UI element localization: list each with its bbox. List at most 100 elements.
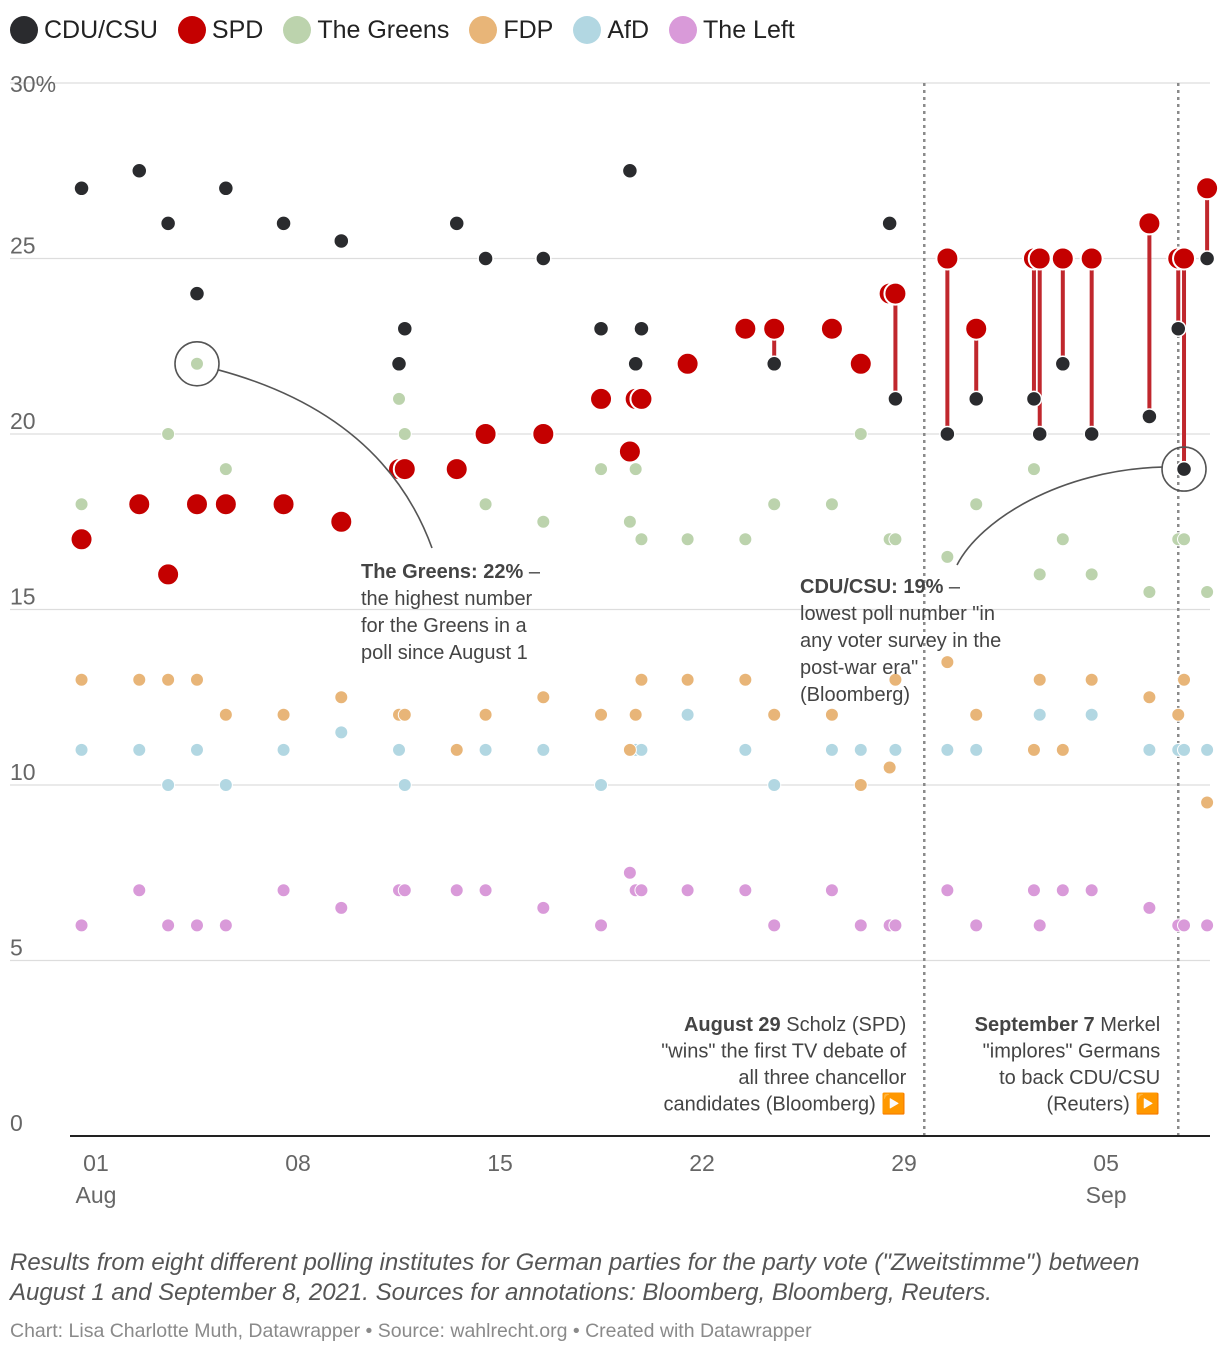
poll-dot-thegreens [1142,584,1157,599]
annotation-text-line: the highest number [361,588,533,610]
event-annotation-line: September 7 Merkel [975,1014,1161,1036]
poll-dot-spd [69,527,94,552]
poll-dot-afd [1177,742,1192,757]
poll-dot-thegreens [189,356,204,371]
annotation-text-line: lowest poll number "in [800,603,995,625]
poll-dot-thegreens [594,462,609,477]
poll-dot-theleft [888,918,903,933]
poll-dot-spd [213,492,238,517]
poll-dot-theleft [1177,918,1192,933]
y-tick-label: 0 [10,1110,23,1136]
poll-dot-thegreens [969,497,984,512]
poll-dot-fdp [622,742,637,757]
y-tick-label: 15 [10,584,36,610]
x-tick-label: 05 [1093,1150,1119,1176]
poll-dot-spd [1137,211,1162,236]
poll-dot-afd [680,707,695,722]
chart-caption: Results from eight different polling ins… [10,1249,1140,1306]
poll-dot-theleft [161,918,176,933]
poll-dot-thegreens [622,514,637,529]
legend: CDU/CSU SPD The Greens FDP AfD The Left [10,12,815,48]
poll-dot-theleft [478,883,493,898]
poll-dot-cdu [621,162,639,179]
y-tick-label: 10 [10,759,36,785]
poll-dot-spd [1172,246,1197,271]
poll-dot-spd [617,439,642,464]
legend-swatch-afd [573,16,602,44]
chart-footer: Chart: Lisa Charlotte Muth, Datawrapper … [10,1320,812,1342]
annotation-text-line: CDU/CSU: 19% – [800,576,961,598]
x-tick-sublabel: Aug [76,1182,117,1208]
event-annotation-line: "implores" Germans [983,1041,1161,1063]
legend-item-fdp: FDP [469,16,553,45]
poll-dot-afd [132,742,147,757]
poll-dot-afd [594,778,609,792]
poll-dot-spd [531,422,556,446]
poll-dot-afd [1142,742,1157,757]
poll-dot-fdp [853,778,868,792]
poll-dot-fdp [634,672,649,687]
poll-dot-fdp [276,707,291,722]
poll-dot-cdu [627,355,644,373]
poll-dot-fdp [594,707,609,722]
annotation-text-line: post-war era" [800,657,918,679]
poll-dot-fdp [189,672,204,687]
y-tick-label: 20 [10,408,36,434]
poll-dot-cdu [1025,390,1043,408]
poll-dot-afd [738,742,753,757]
event-annotation-line: August 29 Scholz (SPD) [684,1014,906,1036]
event-annotation-line: "wins" the first TV debate of [661,1041,907,1063]
poll-dot-fdp [1200,795,1215,810]
poll-dot-thegreens [767,497,782,512]
poll-dot-afd [940,742,955,757]
poll-dot-afd [1084,707,1099,722]
x-tick-label: 01 [83,1150,109,1176]
legend-swatch-cdu [10,16,38,44]
y-tick-label: 25 [10,233,36,259]
poll-dot-theleft [218,918,233,933]
poll-dot-spd [883,281,908,306]
poll-dot-fdp [738,672,753,687]
poll-dot-thegreens [478,497,493,512]
poll-dot-fdp [218,707,233,722]
x-tick-label: 22 [689,1150,715,1176]
poll-dot-theleft [397,883,412,898]
event-annotation-line: (Reuters) ▶️ [1046,1092,1160,1116]
poll-dot-cdu [939,425,956,443]
poll-dot-afd [161,778,176,792]
poll-dot-thegreens [1200,584,1215,599]
y-tick-label: 30% [10,71,56,97]
poll-dot-afd [397,778,412,792]
poll-dot-cdu [765,355,783,373]
poll-dot-spd [733,316,758,341]
poll-dot-thegreens [680,532,695,547]
poll-dot-spd [444,457,469,482]
poll-dot-thegreens [824,497,839,512]
poll-dot-cdu [967,390,985,408]
legend-label-afd: AfD [607,15,650,44]
poll-dot-cdu [1175,460,1193,478]
poll-dot-cdu [1031,425,1048,443]
poll-dot-afd [392,742,407,757]
poll-dot-fdp [536,690,551,705]
poll-dot-theleft [940,883,955,898]
poll-dot-fdp [940,655,955,670]
poll-dot-spd [589,386,614,411]
poll-dot-fdp [397,707,412,722]
poll-dot-afd [218,778,233,792]
poll-dot-theleft [1200,918,1215,933]
legend-label-spd: SPD [211,15,264,44]
poll-dot-theleft [132,883,147,898]
x-tick-label: 29 [891,1150,917,1176]
poll-dot-fdp [161,672,176,687]
poll-dot-cdu [333,232,350,250]
poll-dot-fdp [1055,742,1070,757]
poll-dot-fdp [1142,690,1157,705]
poll-dot-afd [334,725,349,740]
poll-dot-theleft [1026,883,1041,898]
poll-dot-afd [853,742,868,757]
annotation-text-line: The Greens: 22% – [361,561,541,583]
legend-label-cdu: CDU/CSU [44,15,158,44]
poll-dot-theleft [276,883,291,898]
